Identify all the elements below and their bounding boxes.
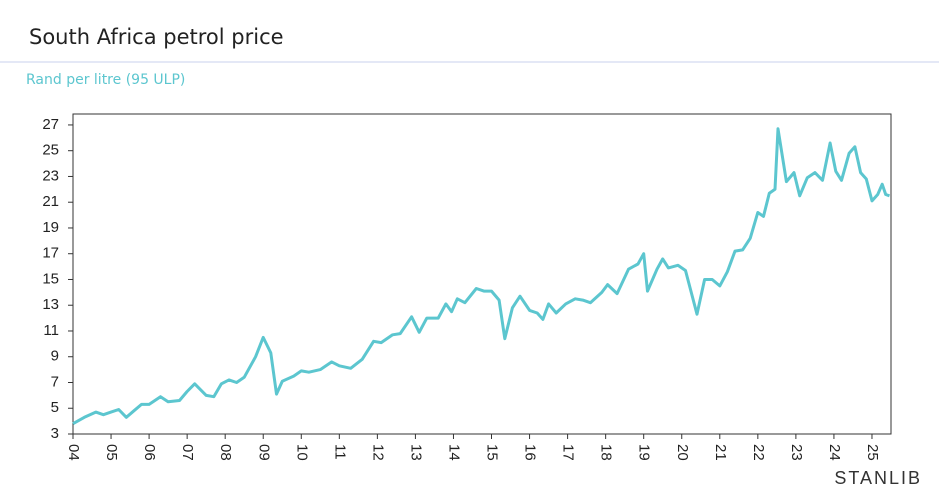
y-tick-label: 21 bbox=[42, 193, 59, 210]
x-tick-label: 13 bbox=[407, 444, 424, 461]
x-tick-label: 10 bbox=[293, 444, 310, 461]
x-tick-label: 20 bbox=[674, 444, 691, 461]
x-tick-label: 19 bbox=[636, 444, 653, 461]
x-tick-label: 17 bbox=[560, 444, 577, 461]
chart-title: South Africa petrol price bbox=[29, 25, 284, 49]
x-tick-label: 18 bbox=[598, 444, 615, 461]
y-tick-label: 5 bbox=[51, 399, 59, 416]
y-tick-label: 11 bbox=[43, 322, 59, 339]
x-tick-label: 06 bbox=[141, 444, 158, 461]
chart-subtitle: Rand per litre (95 ULP) bbox=[26, 72, 185, 88]
x-tick-label: 05 bbox=[103, 444, 120, 461]
x-tick-label: 16 bbox=[522, 444, 539, 461]
y-tick-label: 23 bbox=[42, 167, 59, 184]
y-tick-label: 19 bbox=[42, 219, 59, 236]
y-tick-label: 27 bbox=[42, 116, 59, 133]
y-tick-label: 3 bbox=[51, 425, 59, 442]
y-tick-label: 17 bbox=[42, 245, 59, 262]
x-tick-label: 11 bbox=[331, 444, 348, 460]
brand-logo: STANLIB bbox=[834, 468, 922, 488]
y-tick-label: 13 bbox=[42, 296, 59, 313]
x-tick-label: 09 bbox=[255, 444, 272, 461]
y-tick-label: 7 bbox=[51, 373, 59, 390]
x-tick-label: 08 bbox=[217, 444, 234, 461]
x-tick-label: 24 bbox=[826, 444, 843, 461]
plot-frame bbox=[72, 113, 892, 435]
x-tick-label: 07 bbox=[179, 444, 196, 461]
price-line bbox=[72, 127, 890, 426]
x-tick-label: 22 bbox=[750, 444, 767, 461]
y-tick-label: 15 bbox=[42, 270, 59, 287]
x-tick-label: 15 bbox=[484, 444, 501, 461]
x-tick-label: 23 bbox=[788, 444, 805, 461]
x-tick-label: 12 bbox=[369, 444, 386, 461]
y-tick-label: 9 bbox=[51, 348, 59, 365]
x-tick-label: 04 bbox=[65, 444, 82, 461]
x-tick-label: 25 bbox=[864, 444, 881, 461]
y-tick-label: 25 bbox=[42, 142, 59, 159]
x-tick-label: 14 bbox=[445, 444, 462, 461]
x-tick-label: 21 bbox=[712, 444, 729, 461]
